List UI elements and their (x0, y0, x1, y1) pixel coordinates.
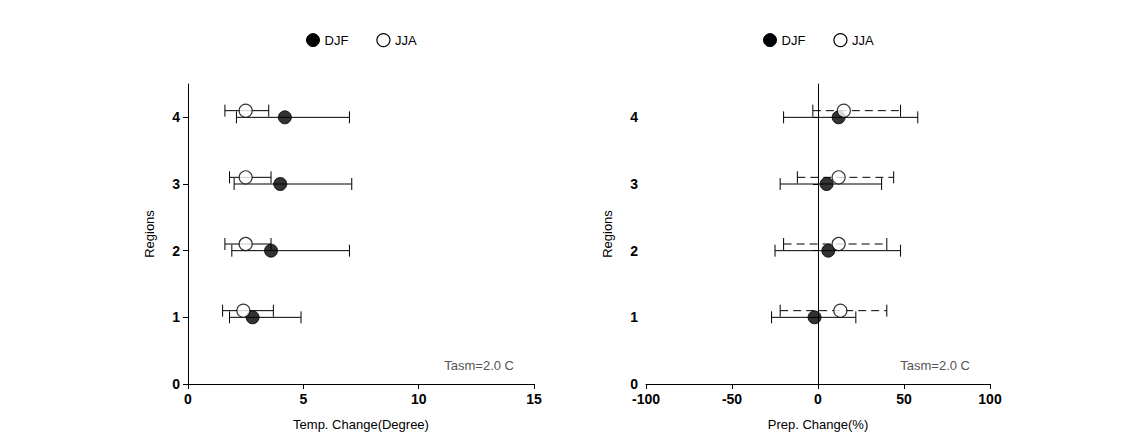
svg-text:4: 4 (172, 109, 180, 125)
svg-text:0: 0 (172, 376, 180, 392)
svg-text:Tasm=2.0 C: Tasm=2.0 C (444, 358, 514, 373)
svg-text:3: 3 (630, 176, 638, 192)
svg-text:15: 15 (526, 391, 542, 407)
svg-text:JJA: JJA (852, 33, 874, 48)
svg-text:JJA: JJA (395, 33, 417, 48)
svg-text:100: 100 (978, 391, 1002, 407)
svg-text:Prep. Change(%): Prep. Change(%) (768, 417, 868, 432)
svg-text:Regions: Regions (600, 210, 615, 258)
svg-text:4: 4 (630, 109, 638, 125)
svg-text:0: 0 (814, 391, 822, 407)
svg-text:0: 0 (630, 376, 638, 392)
svg-text:-100: -100 (632, 391, 660, 407)
svg-text:1: 1 (630, 309, 638, 325)
svg-text:-50: -50 (722, 391, 742, 407)
svg-text:Tasm=2.0 C: Tasm=2.0 C (900, 358, 970, 373)
svg-text:5: 5 (299, 391, 307, 407)
svg-text:3: 3 (172, 176, 180, 192)
svg-text:Temp. Change(Degree): Temp. Change(Degree) (293, 417, 429, 432)
svg-text:2: 2 (172, 243, 180, 259)
svg-text:Regions: Regions (142, 210, 157, 258)
svg-text:10: 10 (411, 391, 427, 407)
svg-text:DJF: DJF (325, 33, 349, 48)
svg-text:0: 0 (184, 391, 192, 407)
svg-text:50: 50 (896, 391, 912, 407)
svg-text:2: 2 (630, 243, 638, 259)
svg-text:DJF: DJF (782, 33, 806, 48)
svg-text:1: 1 (172, 309, 180, 325)
